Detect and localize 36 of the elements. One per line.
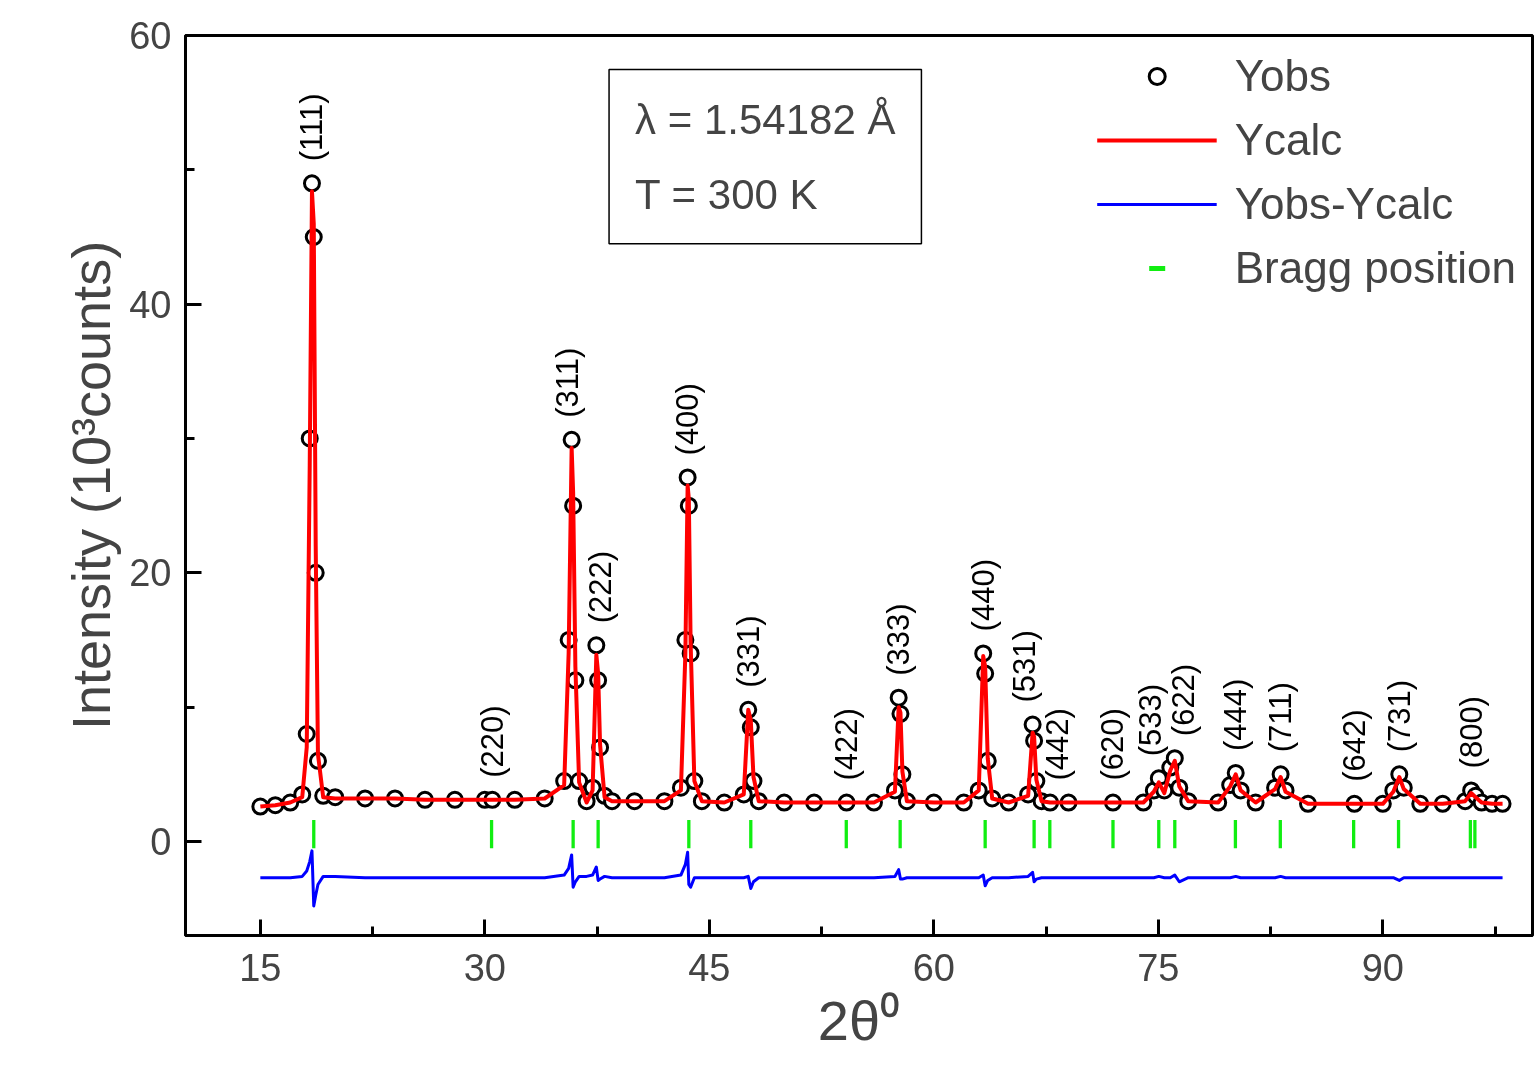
annotation: (111) — [294, 93, 330, 162]
x-tick-label: 45 — [688, 946, 731, 989]
x-tick-label: 60 — [912, 946, 955, 989]
annotation: (422) — [829, 708, 865, 781]
annotation: (531) — [1007, 630, 1043, 703]
x-tick-label: 75 — [1137, 946, 1180, 989]
annotation: (222) — [582, 550, 618, 624]
annotation: (311) — [550, 347, 586, 418]
annotation: (444) — [1218, 678, 1254, 751]
y-tick-label: 0 — [150, 820, 172, 863]
annotation: (800) — [1453, 696, 1489, 769]
annotation: T = 300 K — [635, 170, 818, 218]
x-tick-label: 30 — [463, 946, 506, 989]
y-tick-label: 60 — [129, 15, 172, 57]
legend-label: Yobs — [1234, 51, 1331, 101]
annotation: (442) — [1040, 708, 1076, 781]
annotation: (711) — [1263, 682, 1299, 753]
legend-label: Yobs-Ycalc — [1234, 179, 1454, 229]
annotation: (440) — [965, 559, 1001, 632]
legend-label: Bragg position — [1234, 243, 1516, 293]
annotation: (331) — [730, 615, 766, 688]
y-tick-label: 20 — [129, 552, 172, 595]
annotation: (400) — [670, 383, 706, 456]
annotation: (620) — [1095, 708, 1131, 781]
x-tick-label: 15 — [239, 946, 282, 989]
y-tick-label: 40 — [129, 283, 172, 326]
annotation: (731) — [1381, 679, 1417, 753]
annotation: (333) — [881, 603, 917, 676]
annotation: λ = 1.54182 Å — [635, 95, 896, 143]
x-axis-title: 2θ⁰ — [817, 988, 901, 1052]
x-tick-label: 90 — [1361, 946, 1404, 989]
y-axis-title: Intensity (10³counts) — [61, 240, 122, 731]
annotation: (220) — [474, 705, 510, 778]
legend-label: Ycalc — [1234, 115, 1343, 165]
annotation: (533) — [1132, 683, 1168, 757]
annotation: (642) — [1336, 709, 1372, 782]
